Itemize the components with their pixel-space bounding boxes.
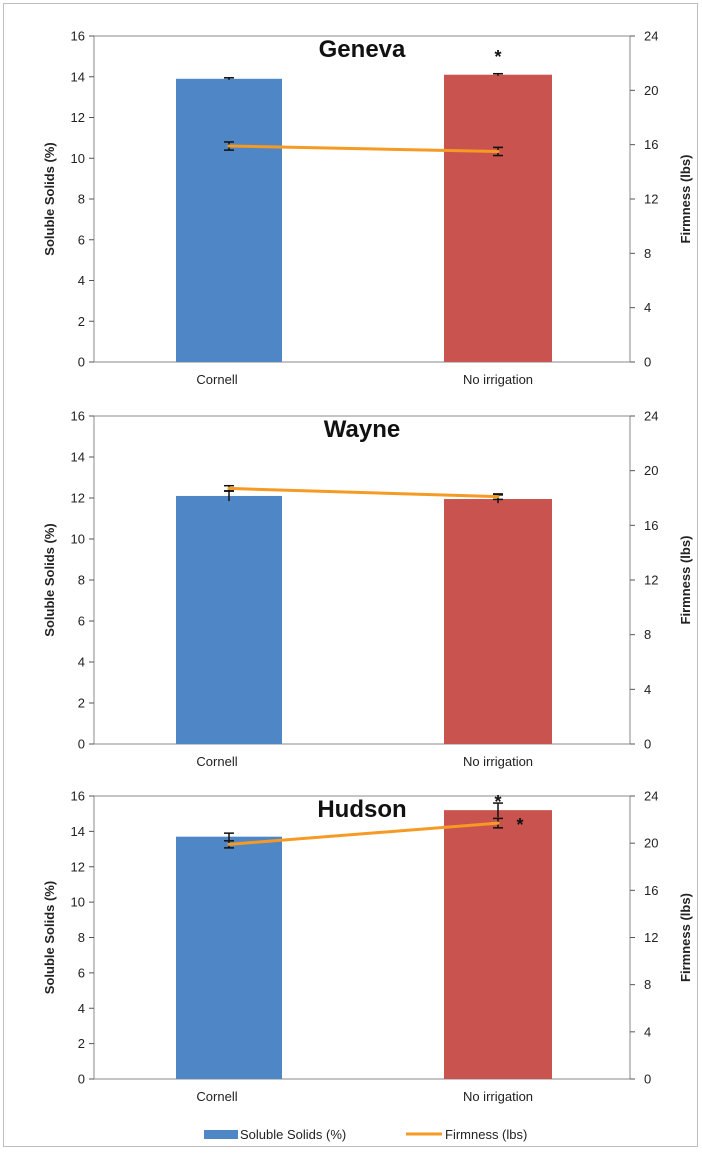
category-label: No irrigation bbox=[463, 754, 533, 769]
firmness-line bbox=[227, 486, 500, 499]
category-label: Cornell bbox=[196, 754, 237, 769]
right-tick-label: 16 bbox=[644, 883, 658, 898]
left-tick-label: 10 bbox=[71, 532, 85, 547]
legend-label-soluble-solids: Soluble Solids (%) bbox=[240, 1127, 346, 1142]
right-tick-label: 0 bbox=[644, 1072, 651, 1087]
left-tick-label: 6 bbox=[78, 232, 85, 247]
left-tick-label: 2 bbox=[78, 1036, 85, 1051]
left-tick-label: 0 bbox=[78, 1072, 85, 1087]
right-tick-label: 4 bbox=[644, 682, 651, 697]
left-tick-label: 0 bbox=[78, 355, 85, 370]
left-tick-label: 12 bbox=[71, 491, 85, 506]
left-tick-label: 6 bbox=[78, 965, 85, 980]
y2-axis-label: Firmness (lbs) bbox=[678, 536, 693, 625]
right-tick-label: 24 bbox=[644, 789, 658, 804]
left-tick-label: 12 bbox=[71, 110, 85, 125]
right-tick-label: 12 bbox=[644, 573, 658, 588]
left-tick-label: 16 bbox=[71, 409, 85, 424]
left-tick-label: 4 bbox=[78, 1001, 85, 1016]
right-tick-label: 20 bbox=[644, 836, 658, 851]
bar-cornell bbox=[176, 836, 282, 1079]
legend-label-firmness: Firmness (lbs) bbox=[445, 1127, 527, 1142]
bar-cornell bbox=[176, 78, 282, 362]
legend-bar-swatch bbox=[204, 1130, 238, 1139]
significance-star: * bbox=[494, 792, 501, 812]
category-label: No irrigation bbox=[463, 1089, 533, 1104]
left-tick-label: 4 bbox=[78, 655, 85, 670]
y-axis-label: Soluble Solids (%) bbox=[42, 523, 57, 636]
right-tick-label: 4 bbox=[644, 1024, 651, 1039]
right-tick-label: 0 bbox=[644, 737, 651, 752]
chart-title: Hudson bbox=[317, 796, 406, 823]
legend: Soluble Solids (%) Firmness (lbs) bbox=[204, 1127, 527, 1142]
right-tick-label: 0 bbox=[644, 355, 651, 370]
left-tick-label: 14 bbox=[71, 69, 85, 84]
right-tick-label: 24 bbox=[644, 409, 658, 424]
left-tick-label: 2 bbox=[78, 314, 85, 329]
y2-axis-label: Firmness (lbs) bbox=[678, 155, 693, 244]
category-label: Cornell bbox=[196, 1089, 237, 1104]
category-label: Cornell bbox=[196, 372, 237, 387]
right-tick-label: 16 bbox=[644, 137, 658, 152]
category-label: No irrigation bbox=[463, 372, 533, 387]
significance-star: * bbox=[494, 47, 501, 67]
left-tick-label: 0 bbox=[78, 737, 85, 752]
left-tick-label: 6 bbox=[78, 614, 85, 629]
right-tick-label: 8 bbox=[644, 627, 651, 642]
left-tick-label: 8 bbox=[78, 192, 85, 207]
significance-star: * bbox=[516, 815, 523, 835]
left-tick-label: 8 bbox=[78, 573, 85, 588]
right-tick-label: 8 bbox=[644, 977, 651, 992]
right-tick-label: 20 bbox=[644, 463, 658, 478]
right-tick-label: 8 bbox=[644, 246, 651, 261]
firmness-line bbox=[227, 144, 500, 153]
left-tick-label: 16 bbox=[71, 789, 85, 804]
left-tick-label: 2 bbox=[78, 696, 85, 711]
right-tick-label: 12 bbox=[644, 192, 658, 207]
y-axis-label: Soluble Solids (%) bbox=[42, 881, 57, 994]
bar-no-irrigation bbox=[444, 499, 552, 744]
right-tick-label: 4 bbox=[644, 300, 651, 315]
right-tick-label: 16 bbox=[644, 518, 658, 533]
y2-axis-label: Firmness (lbs) bbox=[678, 893, 693, 982]
left-tick-label: 10 bbox=[71, 151, 85, 166]
left-tick-label: 14 bbox=[71, 824, 85, 839]
right-tick-label: 20 bbox=[644, 83, 658, 98]
bar-no-irrigation bbox=[444, 810, 552, 1079]
chart-title: Geneva bbox=[319, 36, 406, 63]
left-tick-label: 14 bbox=[71, 450, 85, 465]
left-tick-label: 8 bbox=[78, 930, 85, 945]
left-tick-label: 10 bbox=[71, 895, 85, 910]
left-tick-label: 4 bbox=[78, 273, 85, 288]
bar-cornell bbox=[176, 495, 282, 744]
left-tick-label: 16 bbox=[71, 29, 85, 44]
firmness-line bbox=[227, 821, 500, 846]
bar-no-irrigation bbox=[444, 74, 552, 363]
chart-title: Wayne bbox=[324, 416, 400, 443]
y-axis-label: Soluble Solids (%) bbox=[42, 142, 57, 255]
right-tick-label: 12 bbox=[644, 930, 658, 945]
left-tick-label: 12 bbox=[71, 859, 85, 874]
right-tick-label: 24 bbox=[644, 29, 658, 44]
figure-frame: 0 2 4 6 8 10 12 14 16 0 4 8 12 16 20 24 Soluble Solids (… bbox=[3, 3, 698, 1147]
